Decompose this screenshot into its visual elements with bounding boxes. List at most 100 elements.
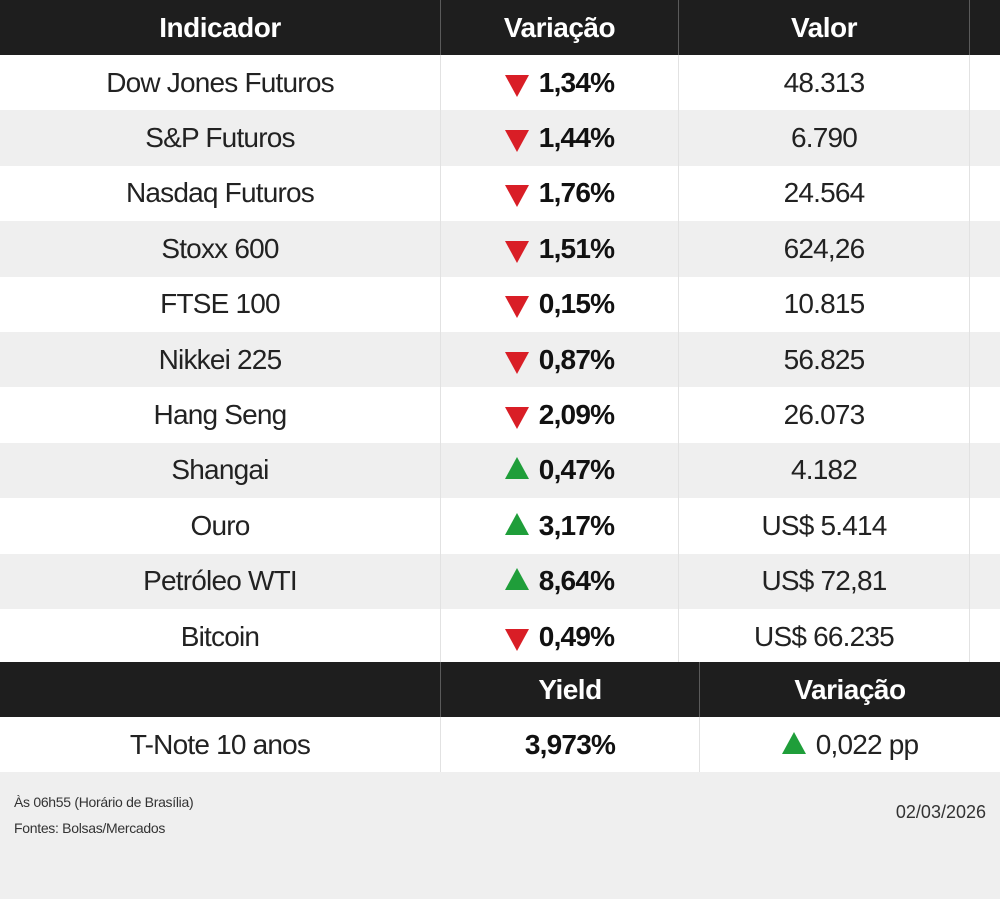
cell-divider [440,55,441,111]
cell-divider [678,331,679,388]
indicator-value: 48.313 [783,66,866,98]
indicator-name: Ouro [190,509,250,541]
cell-divider [440,276,441,332]
header-yield: Yield [538,673,602,705]
cell-divider [440,110,441,166]
variation-value: 1,44% [538,122,615,154]
variation-value: 3,17% [538,509,615,541]
indicator-name: Petróleo WTI [143,565,298,597]
table-row: Shangai 0,47% 4.182 [0,442,1000,499]
arrow-up-icon [504,568,529,591]
variation-value: 8,64% [538,565,615,597]
cell-divider [440,442,441,499]
cell-divider [678,498,679,554]
cell-divider [440,498,441,554]
arrow-down-icon [504,185,529,208]
header-divider [440,0,441,55]
table-header: Indicador Variação Valor [0,0,1000,55]
header-divider [440,662,441,717]
cell-divider [440,717,441,772]
arrow-up-icon [781,731,806,754]
cell-divider [969,165,970,222]
arrow-down-icon [504,628,529,651]
arrow-down-icon [504,240,529,263]
arrow-up-icon [504,512,529,535]
variation-cell: 1,76% [441,166,678,221]
cell-divider [678,221,679,277]
header-divider [969,0,970,55]
indicator-name: Nasdaq Futuros [125,177,315,209]
yield-variation: 0,022 pp [815,728,919,760]
cell-divider [699,717,700,772]
cell-divider [678,553,679,609]
indicator-name: Nikkei 225 [158,343,283,375]
indicator-value: 24.564 [783,177,866,209]
indicator-value: 4.182 [790,454,858,486]
variation-value: 0,49% [538,620,615,652]
cell-divider [969,276,970,332]
variation-cell: 1,34% [441,55,678,110]
header-yield-variation: Variação [794,673,906,705]
table-row: Nikkei 225 0,87% 56.825 [0,331,1000,388]
indicator-value: 56.825 [783,343,866,375]
indicator-name: S&P Futuros [145,122,295,154]
table-row: Dow Jones Futuros 1,34% 48.313 [0,55,1000,111]
variation-value: 0,47% [538,454,615,486]
variation-cell: 1,51% [441,221,678,276]
yield-variation-cell: 0,022 pp [700,717,1000,772]
time-note: Às 06h55 (Horário de Brasília) [14,794,194,810]
indicator-name: Hang Seng [153,399,288,431]
cell-divider [969,331,970,388]
header-variation: Variação [503,11,616,43]
variation-cell: 0,49% [441,609,678,664]
header-divider [699,662,700,717]
cell-divider [678,276,679,332]
cell-divider [969,442,970,499]
cell-divider [678,442,679,499]
variation-value: 1,76% [538,177,615,209]
table-row: Ouro 3,17% US$ 5.414 [0,498,1000,554]
cell-divider [440,608,441,665]
table-row: Stoxx 600 1,51% 624,26 [0,221,1000,277]
yield-value: 3,973% [524,728,616,760]
cell-divider [969,608,970,665]
table-row: Bitcoin 0,49% US$ 66.235 [0,608,1000,665]
indicator-name: Dow Jones Futuros [106,66,334,98]
arrow-down-icon [504,296,529,319]
indicator-value: US$ 66.235 [754,620,895,652]
variation-cell: 8,64% [441,554,678,609]
cell-divider [440,221,441,277]
variation-cell: 0,47% [441,443,678,498]
table-row: Nasdaq Futuros 1,76% 24.564 [0,165,1000,222]
variation-value: 1,34% [538,66,615,98]
variation-value: 1,51% [538,232,615,264]
cell-divider [678,110,679,166]
cell-divider [440,165,441,222]
variation-value: 0,15% [538,288,615,320]
table-row: S&P Futuros 1,44% 6.790 [0,110,1000,166]
arrow-up-icon [504,457,529,480]
table-row: Petróleo WTI 8,64% US$ 72,81 [0,553,1000,609]
cell-divider [969,221,970,277]
arrow-down-icon [504,130,529,153]
variation-cell: 3,17% [441,498,678,553]
cell-divider [678,387,679,443]
cell-divider [678,608,679,665]
variation-value: 0,87% [538,343,615,375]
cell-divider [440,553,441,609]
cell-divider [678,55,679,111]
table-row: Hang Seng 2,09% 26.073 [0,387,1000,443]
cell-divider [440,387,441,443]
yield-header: Yield Variação [0,662,1000,717]
header-divider [678,0,679,55]
variation-cell: 2,09% [441,387,678,442]
cell-divider [678,165,679,222]
cell-divider [440,331,441,388]
variation-value: 2,09% [538,399,615,431]
indicator-value: 10.815 [783,288,866,320]
variation-cell: 0,15% [441,277,678,332]
cell-divider [969,110,970,166]
header-indicator: Indicador [159,11,281,43]
table-body: Dow Jones Futuros 1,34% 48.313 S&P Futuros 1… [0,55,1000,665]
